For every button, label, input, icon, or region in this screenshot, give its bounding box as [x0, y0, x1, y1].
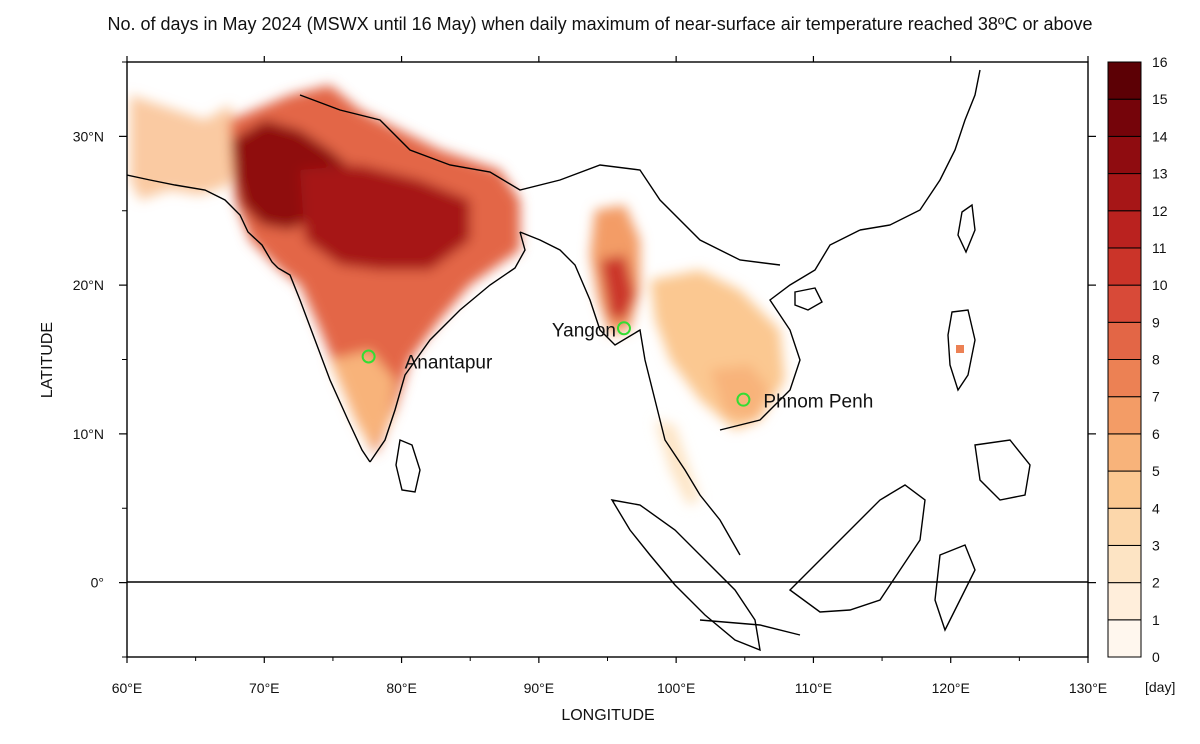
heat-area-cambodia [710, 365, 770, 420]
coast-arabia-iran [127, 174, 279, 269]
city-marker [736, 392, 751, 407]
colorbar-swatch [1107, 284, 1142, 323]
longitude-ticks: 60°E 70°E 80°E 90°E 100°E 110°E 120°E 130°E [112, 56, 1107, 696]
city-marker [616, 321, 631, 336]
island-sumatra [610, 499, 761, 652]
city-label: Anantapur [405, 353, 493, 374]
lon-tick-label: 70°E [249, 680, 280, 696]
colorbar-swatch [1107, 396, 1142, 435]
heat-patch-philippines [956, 345, 964, 353]
coast-bangladesh-myanmar [519, 231, 741, 556]
colorbar-swatch [1107, 321, 1142, 360]
colorbar-tick-label: 16 [1152, 54, 1168, 70]
coast-india-west [277, 267, 371, 463]
lon-tick-label: 90°E [524, 680, 555, 696]
colorbar-unit: [day] [1145, 679, 1175, 695]
colorbar-swatch [1107, 61, 1142, 100]
heat-area-myanmar-core [600, 255, 635, 320]
y-axis-title: LATITUDE [39, 322, 56, 398]
lon-tick-label: 100°E [657, 680, 695, 696]
lat-tick-label: 0° [91, 575, 104, 591]
latitude-ticks: 30°N 20°N 10°N 0° [73, 61, 1096, 658]
lon-tick-label: 80°E [386, 680, 417, 696]
lon-tick-label: 130°E [1069, 680, 1107, 696]
colorbar-tick-label: 8 [1152, 352, 1160, 368]
colorbar-swatch [1107, 210, 1142, 249]
colorbar-swatch [1107, 433, 1142, 472]
city-marker [361, 349, 376, 364]
colorbar-tick-label: 9 [1152, 314, 1160, 330]
colorbar-tick-label: 11 [1152, 240, 1167, 256]
coast-indochina [719, 229, 861, 431]
colorbar-swatch [1107, 173, 1142, 212]
heat-area-central-india [300, 165, 470, 270]
lat-tick-label: 20°N [73, 277, 104, 293]
lat-tick-label: 30°N [73, 128, 104, 144]
colorbar-tick-label: 15 [1152, 91, 1168, 107]
colorbar-swatch [1107, 507, 1142, 546]
island-mindanao [974, 439, 1031, 501]
lon-tick-label: 60°E [112, 680, 143, 696]
colorbar-swatch [1107, 619, 1142, 658]
colorbar-tick-label: 5 [1152, 463, 1160, 479]
colorbar-tick-label: 0 [1152, 649, 1160, 665]
x-axis-title: LONGITUDE [561, 707, 654, 724]
island-srilanka [395, 439, 421, 493]
island-sulawesi [934, 544, 976, 632]
lon-tick-label: 120°E [932, 680, 970, 696]
chart-title: No. of days in May 2024 (MSWX until 16 M… [107, 14, 1093, 34]
city-label: Yangon [552, 320, 616, 341]
island-luzon [947, 309, 976, 392]
colorbar-tick-label: 12 [1152, 203, 1168, 219]
colorbar-swatch [1107, 544, 1142, 584]
coastlines [127, 69, 1031, 652]
colorbar-tick-label: 2 [1152, 575, 1160, 591]
colorbar-tick-label: 14 [1152, 128, 1168, 144]
colorbar-swatch [1107, 470, 1142, 509]
heat-shading [130, 85, 964, 505]
border-tibet [299, 94, 781, 266]
island-taiwan [957, 203, 976, 254]
colorbar-tick-label: 1 [1152, 612, 1160, 628]
coast-india-east [369, 231, 526, 463]
lon-tick-label: 110°E [795, 680, 832, 696]
colorbar-tick-label: 7 [1152, 389, 1160, 405]
colorbar-tick-label: 10 [1152, 277, 1168, 293]
city-label: Phnom Penh [763, 392, 873, 413]
heat-area-peninsula [655, 420, 700, 505]
heat-area-south-india [330, 350, 395, 450]
colorbar-tick-label: 13 [1152, 166, 1168, 182]
city-markers: Anantapur Yangon Phnom Penh [361, 320, 873, 413]
colorbar-swatch [1107, 98, 1142, 137]
colorbar-tick-label: 3 [1152, 537, 1160, 553]
island-java-coast [699, 619, 801, 636]
colorbar-tick-label: 6 [1152, 426, 1160, 442]
colorbar-swatch [1107, 582, 1142, 621]
colorbar-swatch [1107, 135, 1142, 175]
lat-tick-label: 10°N [73, 426, 104, 442]
heat-area-iran [130, 95, 240, 200]
island-borneo [788, 484, 926, 613]
island-hainan [794, 287, 823, 311]
colorbar-tick-label: 4 [1152, 500, 1160, 516]
colorbar-swatch [1107, 247, 1142, 286]
coast-china [859, 69, 981, 231]
colorbar-swatch [1107, 359, 1142, 398]
